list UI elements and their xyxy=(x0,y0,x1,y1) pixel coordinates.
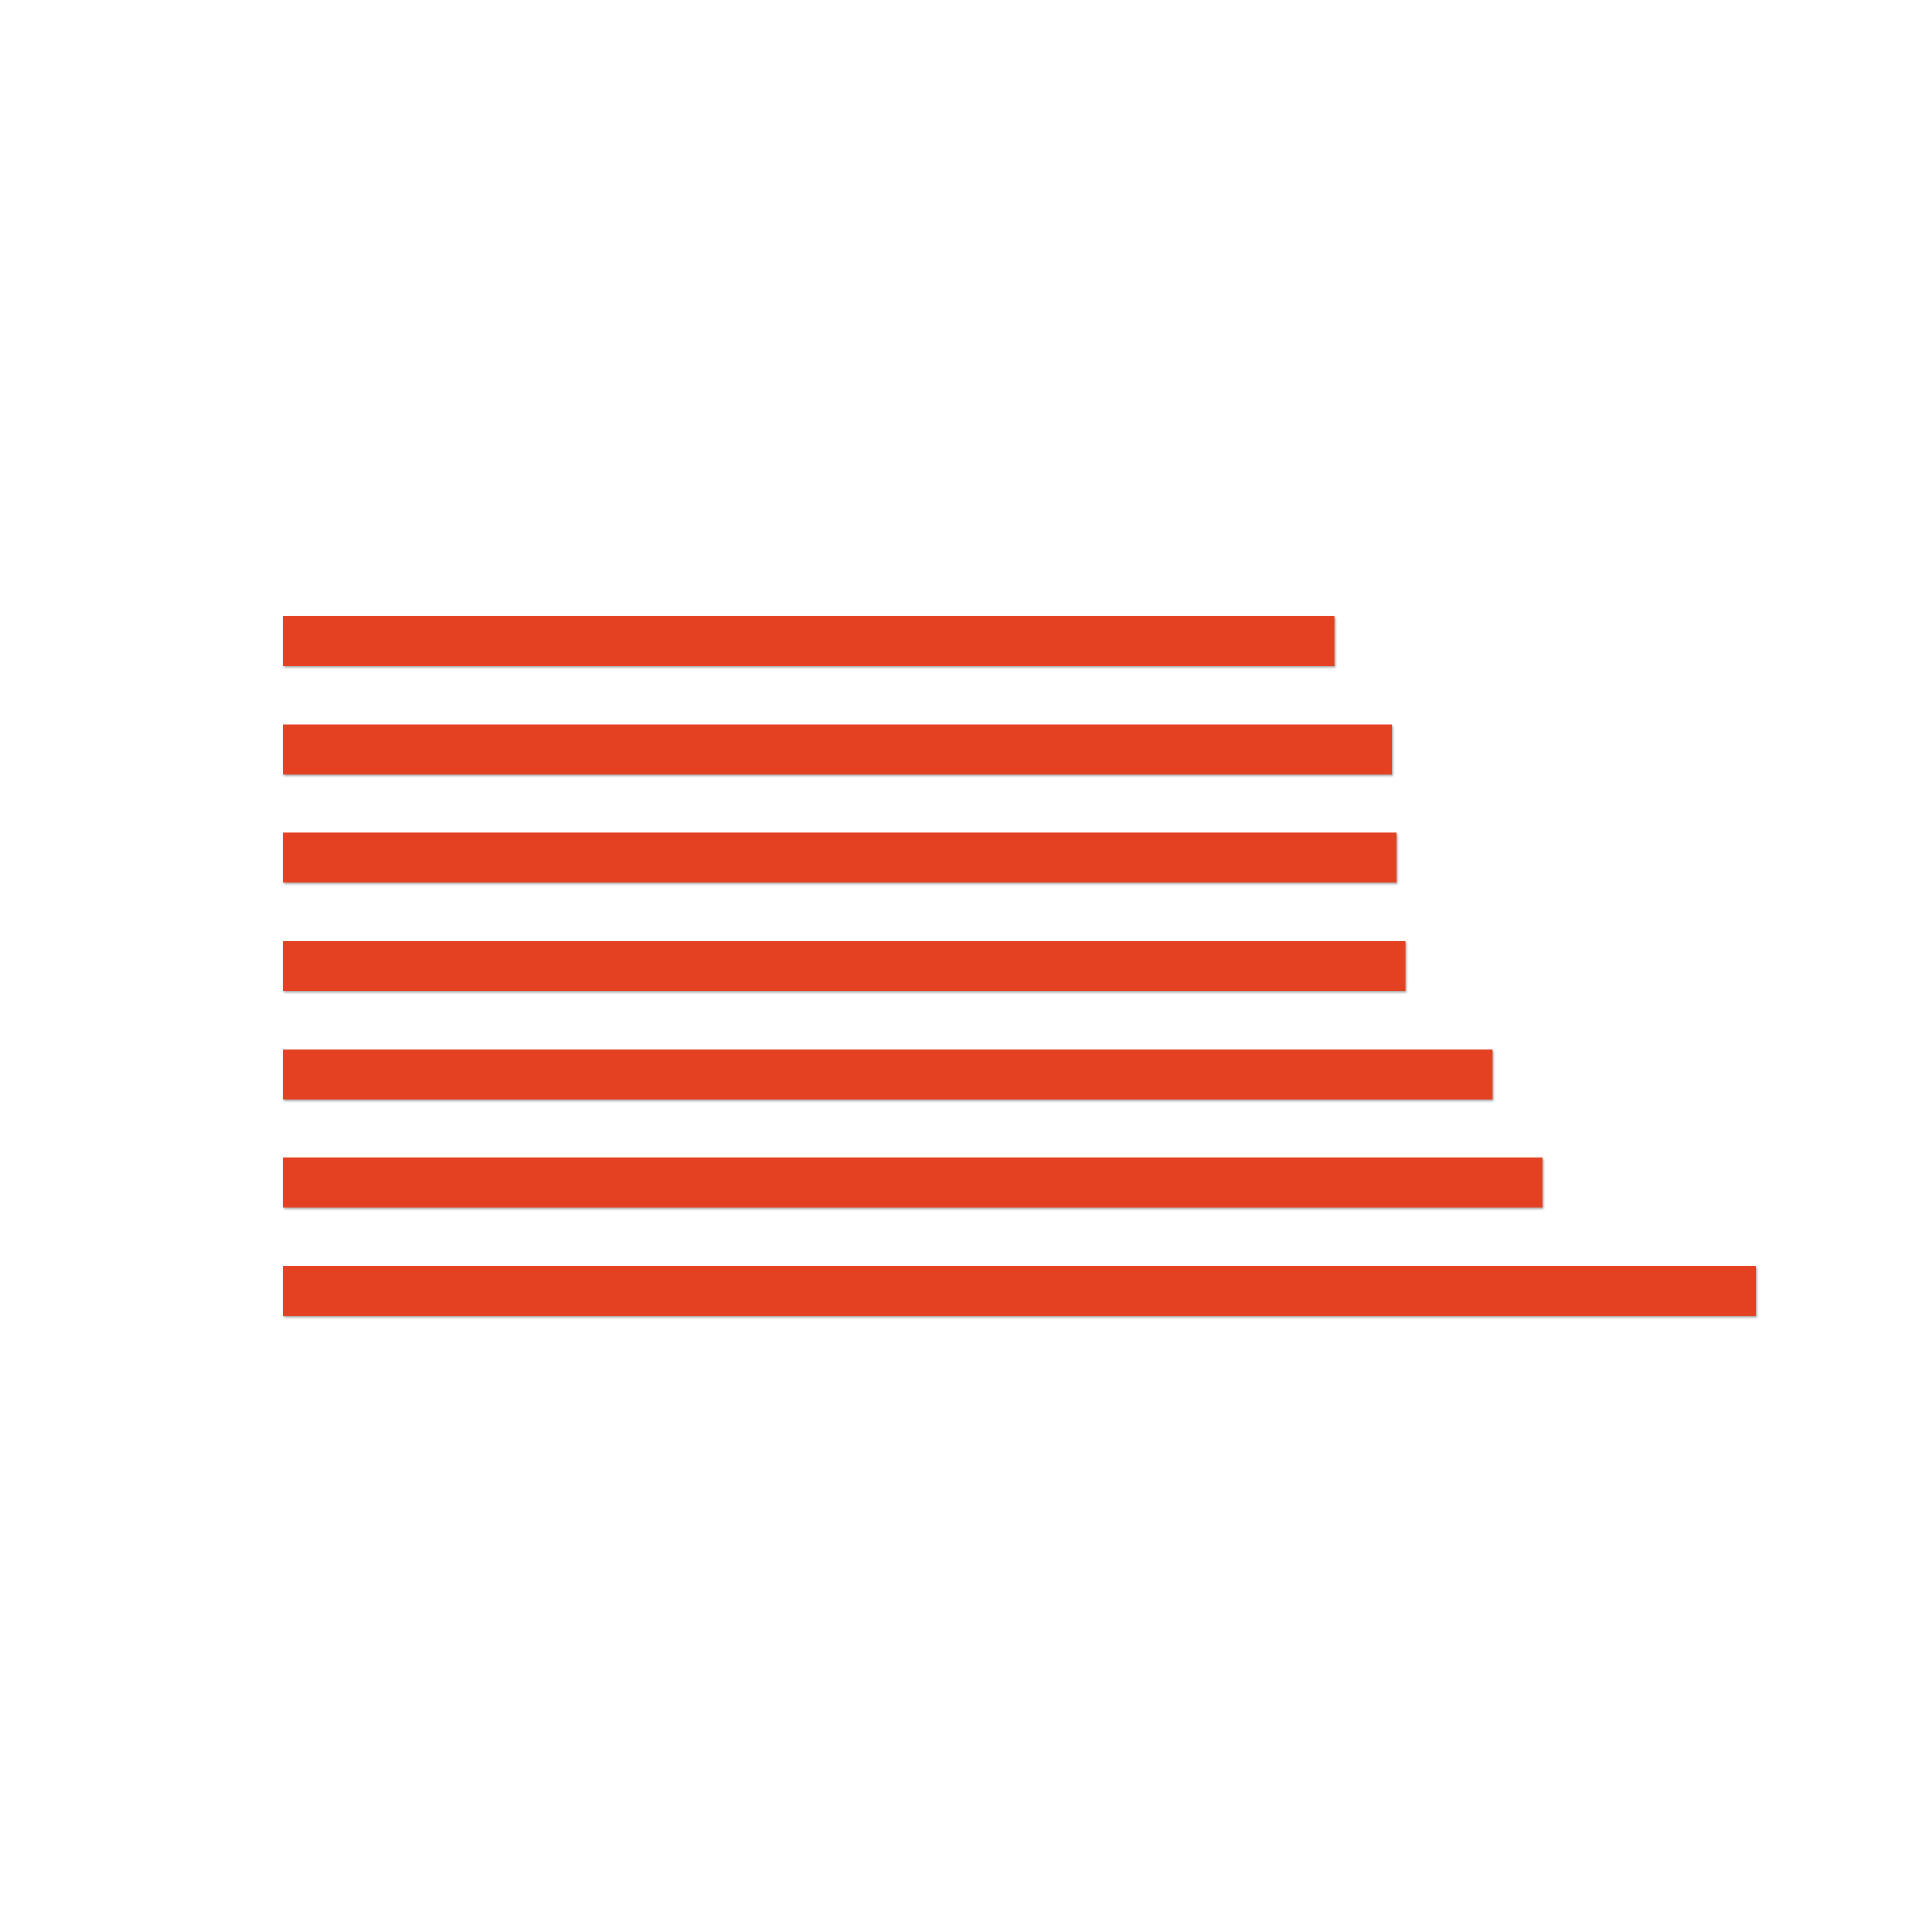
bar-7 xyxy=(283,1266,1756,1316)
bar-1 xyxy=(283,616,1335,666)
bar-5 xyxy=(283,1049,1493,1100)
bar-6 xyxy=(283,1157,1543,1208)
bar-3 xyxy=(283,832,1397,883)
bar-2 xyxy=(283,724,1393,775)
bars-group xyxy=(283,616,1756,1316)
bar-4 xyxy=(283,941,1406,991)
